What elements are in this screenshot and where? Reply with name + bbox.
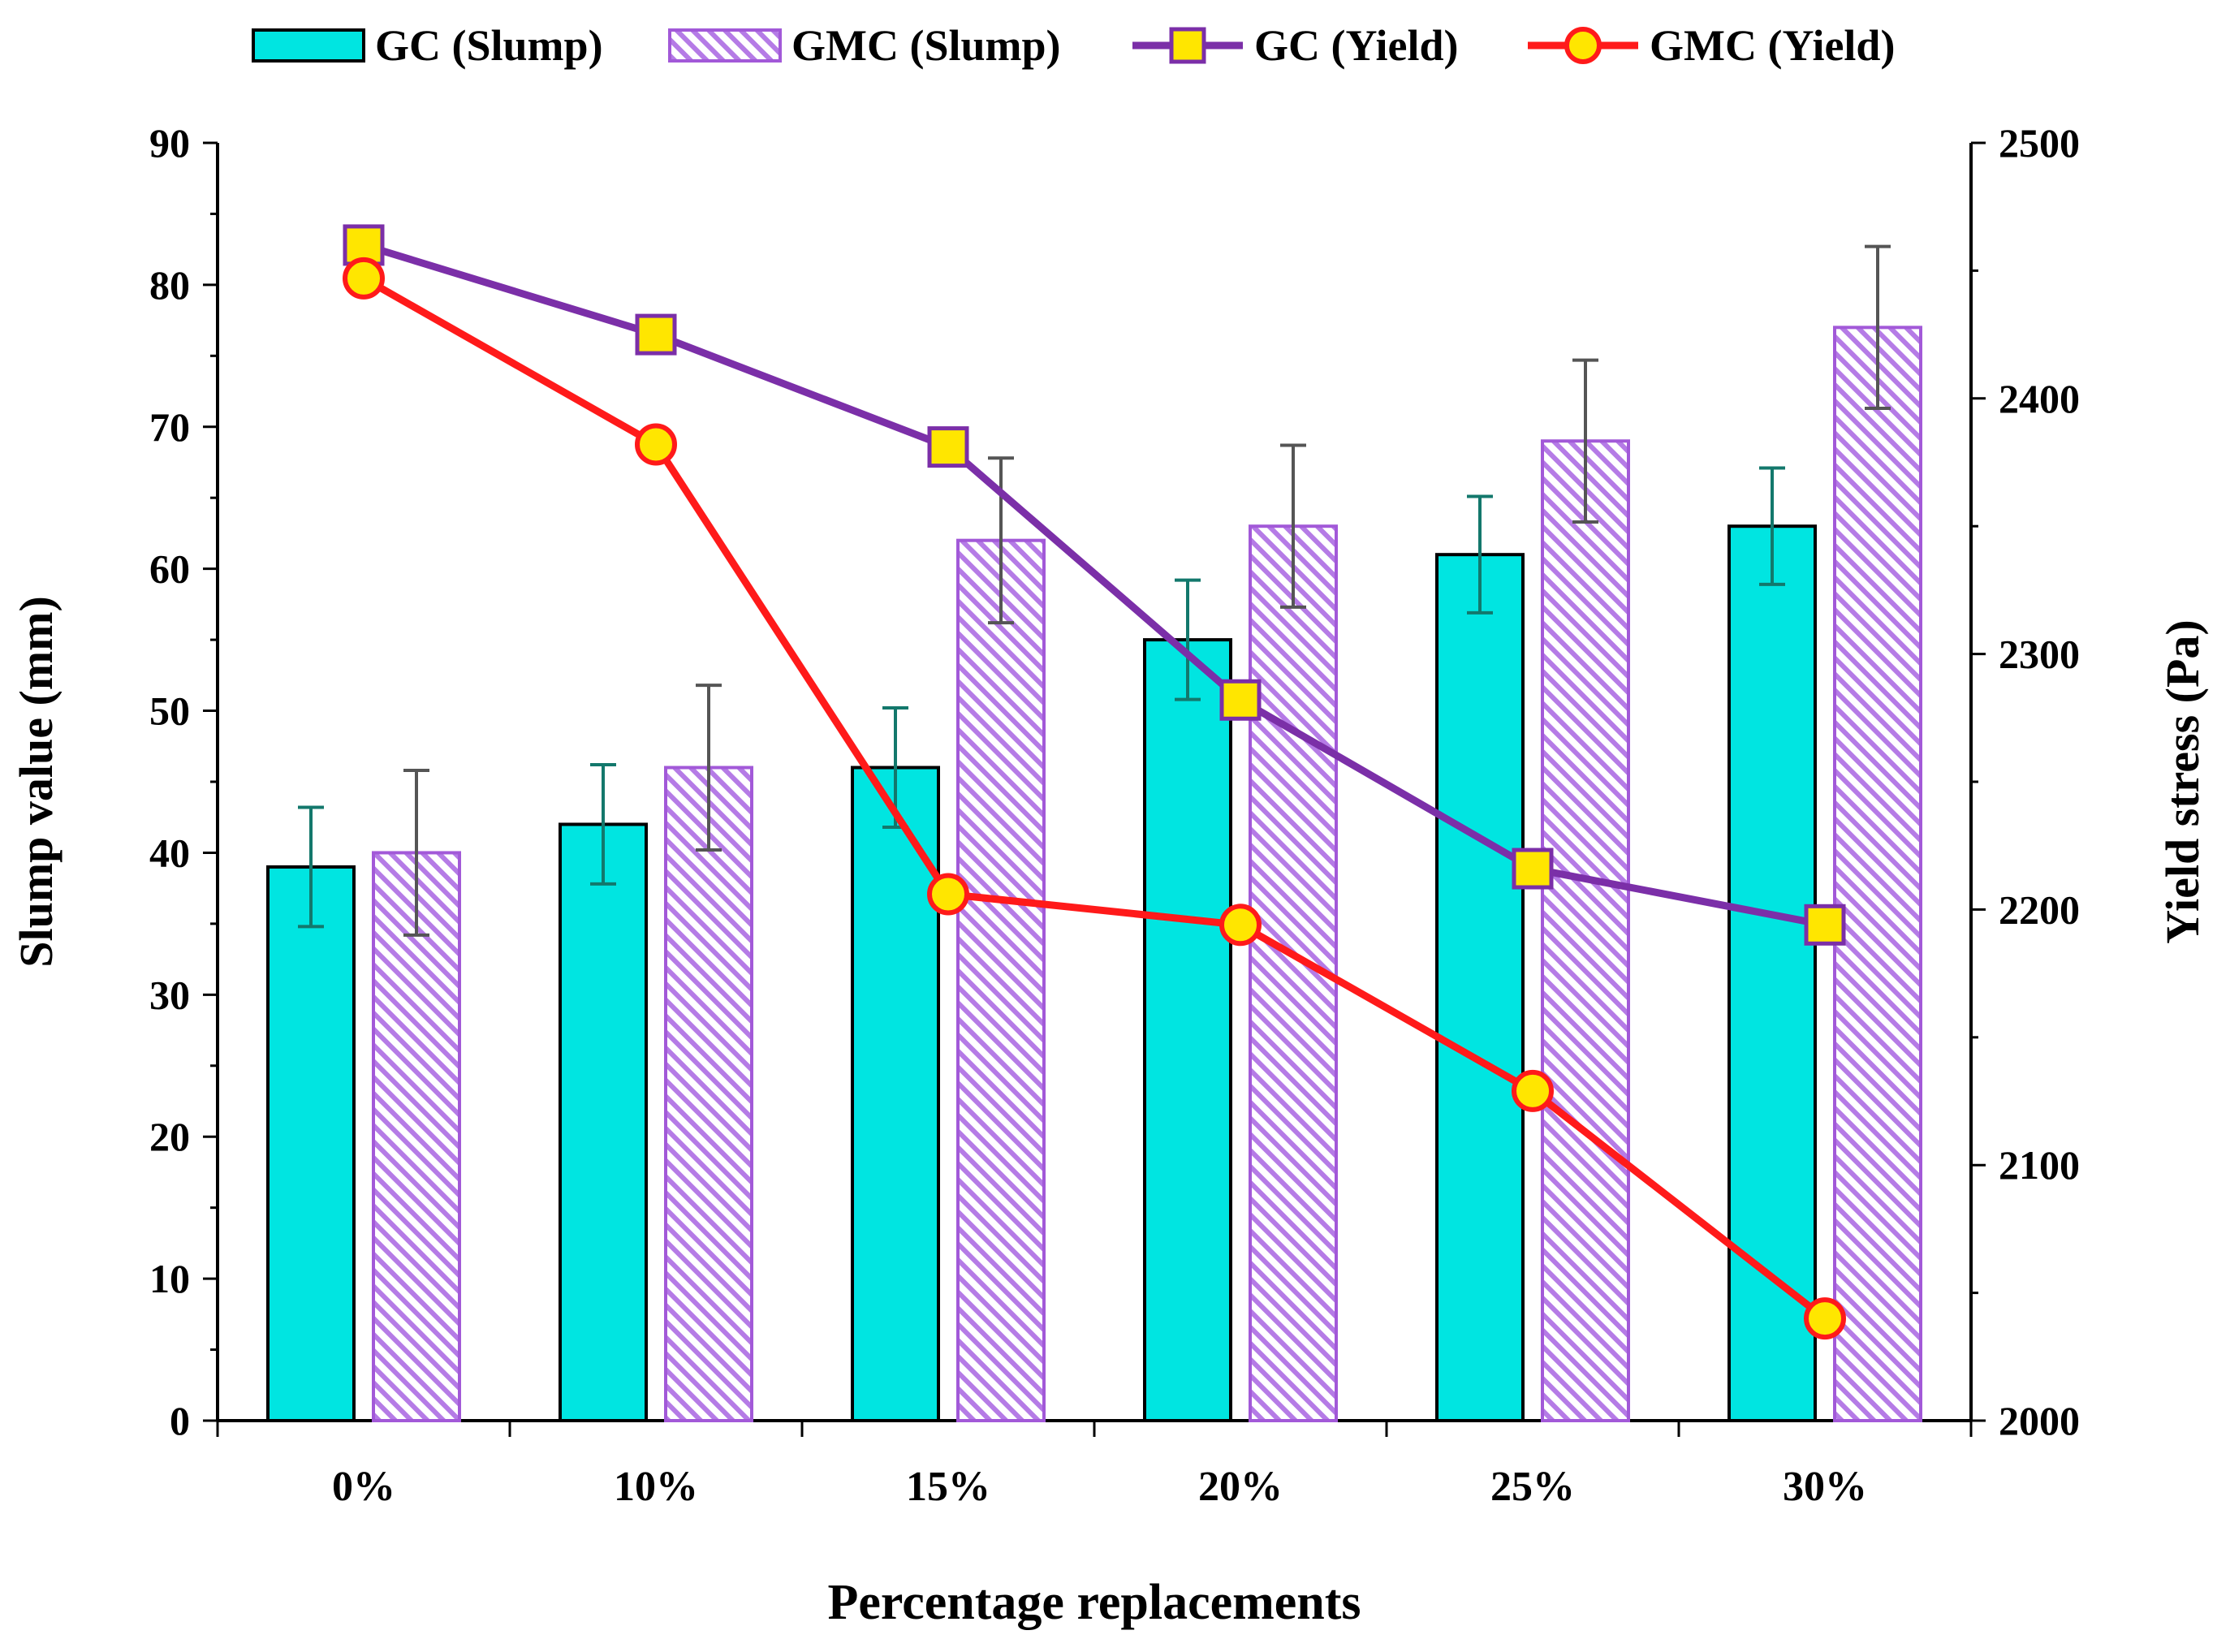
x-tick-label: 10% [614,1464,698,1510]
legend: GC (Slump) GMC (Slump) GC (Yield) GMC (Yiel… [252,21,1895,70]
point-gc-yield [927,426,969,468]
point-gc-yield [1512,848,1554,890]
x-tick-label: 15% [906,1464,990,1510]
x-tick-label: 25% [1490,1464,1575,1510]
left-y-tick-label: 70 [149,404,190,450]
left-y-axis-title: Slump value (mm) [10,596,63,968]
point-gc-yield [635,313,677,356]
right-y-tick-label: 2500 [1999,120,2080,166]
x-tick-label: 20% [1198,1464,1283,1510]
point-gc-yield [1804,904,1846,946]
left-y-tick-label: 20 [149,1114,190,1159]
legend-label-gc-yield: GC (Yield) [1254,21,1458,70]
right-y-tick-label: 2000 [1999,1398,2080,1443]
bar-gmc-slump [956,538,1046,1423]
left-y-tick-label: 90 [149,120,190,166]
left-y-tick-label: 80 [149,262,190,308]
right-y-tick-label: 2100 [1999,1142,2080,1188]
point-gmc-yield [1804,1297,1846,1340]
legend-marker-gc-yield [1169,27,1206,64]
bar-gmc-slump [372,851,461,1422]
right-y-tick-label: 2300 [1999,632,2080,677]
left-y-tick-label: 50 [149,688,190,734]
legend-label-gmc-slump: GMC (Slump) [791,21,1061,70]
left-y-tick-label: 30 [149,972,190,1017]
left-y-tick-label: 40 [149,830,190,875]
x-tick-label: 0% [332,1464,395,1510]
left-y-tick-label: 60 [149,546,190,592]
bar-gmc-slump [1833,326,1922,1422]
bar-gc-slump [266,865,356,1422]
point-gmc-yield [1219,904,1262,947]
line-gmc-yield [361,274,1827,1322]
right-y-axis-title: Yield stress (Pa) [2156,619,2209,944]
bars [266,244,1922,1423]
point-gmc-yield [343,257,385,300]
lines [343,224,1846,1340]
legend-label-gmc-yield: GMC (Yield) [1650,21,1895,70]
legend-swatch-gmc-slump [668,28,782,63]
legend-label-gc-slump: GC (Slump) [375,21,603,70]
point-gmc-yield [927,873,969,916]
right-y-tick-label: 2200 [1999,886,2080,932]
bar-gc-slump [1435,553,1525,1423]
axes: 0 10 20 30 40 50 60 70 80 90 2000 2100 2200 2300 2400 2… [10,120,2209,1630]
x-tick-label: 30% [1783,1464,1867,1510]
bar-gc-slump [1727,524,1817,1423]
bar-gc-slump [559,822,648,1422]
bar-gmc-slump [1541,439,1630,1422]
bar-gc-slump [851,766,940,1422]
legend-marker-gmc-yield [1564,27,1602,64]
point-gc-yield [1219,679,1262,721]
right-y-tick-label: 2400 [1999,376,2080,421]
point-gmc-yield [635,423,677,466]
bar-gc-slump [1143,638,1232,1422]
line-gc-yield [362,241,1826,929]
legend-swatch-gc-slump [252,28,365,63]
point-gmc-yield [1512,1069,1554,1112]
left-y-tick-label: 10 [149,1256,190,1301]
left-y-tick-label: 0 [170,1398,190,1443]
bar-gmc-slump [664,766,753,1422]
x-axis-title: Percentage replacements [827,1575,1361,1630]
